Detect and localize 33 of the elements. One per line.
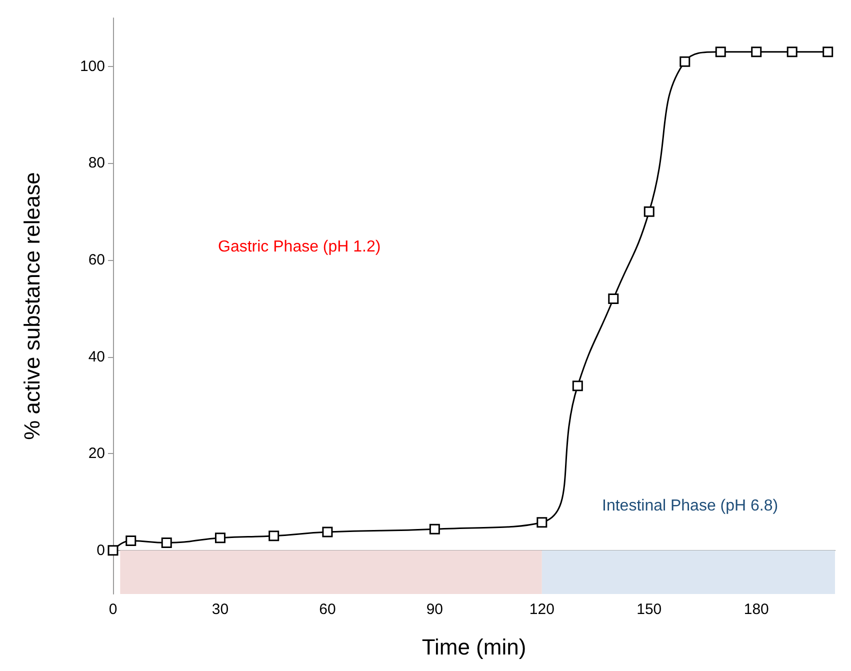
point [108,545,118,556]
point [322,526,333,538]
x-tick-label: 90 [426,601,444,618]
annotation: Gastric Phase (pH 1.2) [218,238,381,256]
x-tick-label: 120 [529,601,554,618]
point [161,537,172,548]
x-tick-label: 150 [636,601,662,618]
x-tick-label: 180 [744,601,769,618]
x-axis-title: Time (min) [422,634,526,660]
point [429,524,440,534]
point [751,46,762,58]
point [536,517,548,528]
point [268,530,280,542]
y-tick-label: 0 [96,542,105,559]
point [214,532,226,544]
point [822,46,834,58]
y-tick-label: 80 [88,154,105,172]
point [715,46,726,58]
point [572,380,583,392]
x-tick-label: 60 [319,601,336,618]
point [126,536,136,546]
y-tick-label: 100 [80,58,105,75]
y-tick-label: 40 [88,348,105,366]
y-tick-label: 60 [88,252,105,269]
y-axis-title: % active substance release [20,172,44,440]
point [680,56,690,67]
x-tick-label: 30 [212,601,229,618]
point [644,206,654,217]
x-tick-label: 0 [108,601,118,618]
y-tick-label: 20 [88,445,105,462]
point [608,293,619,304]
annotation: Intestinal Phase (pH 6.8) [602,498,778,514]
point [786,46,798,58]
